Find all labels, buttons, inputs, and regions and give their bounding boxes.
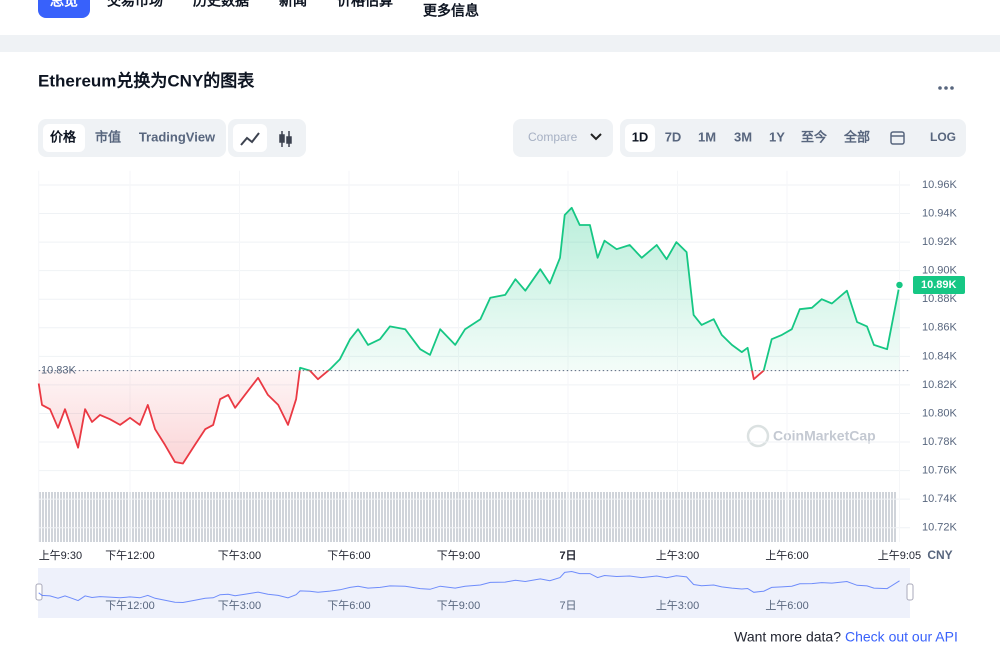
current-dot <box>894 280 905 290</box>
x-tick-label: 下午12:00 <box>105 549 155 562</box>
nav-x-label: 下午3:00 <box>218 599 261 612</box>
line-icon <box>240 132 260 146</box>
x-tick-label: 上午9:30 <box>39 549 82 562</box>
compare-bg[interactable] <box>513 119 613 157</box>
active-tab-bg <box>38 0 90 18</box>
navigator-line <box>38 570 900 604</box>
y-tick-label: 10.72K <box>922 522 958 534</box>
y-tick-label: 10.96K <box>922 179 958 191</box>
log-toggle[interactable]: LOG <box>930 130 956 144</box>
y-tick-label: 10.90K <box>922 265 958 277</box>
price-area <box>38 207 900 464</box>
x-tick-label: 7日 <box>559 549 576 562</box>
x-tick-label: 上午9:05 <box>878 549 921 562</box>
y-tick-label: 10.86K <box>922 322 958 334</box>
nav-tab[interactable]: 总览 <box>50 0 78 9</box>
y-tick-label: 10.88K <box>922 293 958 305</box>
line-toggle[interactable] <box>233 124 267 152</box>
nav-x-label: 上午3:00 <box>656 599 699 612</box>
x-tick-label: 下午6:00 <box>327 549 370 562</box>
page-band <box>0 35 1000 52</box>
nav-tab[interactable]: 历史数据 <box>193 0 249 9</box>
baseline-label: 10.83K <box>41 365 77 377</box>
currency: CNY <box>927 548 952 562</box>
view-tab[interactable]: 市值 <box>95 129 121 144</box>
volume-band <box>38 492 896 542</box>
x-tick-label: 上午6:00 <box>765 549 808 562</box>
y-tick-label: 10.80K <box>922 407 958 419</box>
nav-x-label: 下午12:00 <box>105 599 155 612</box>
nav-tab[interactable]: 价格估算 <box>337 0 393 9</box>
price-line <box>37 206 901 465</box>
view-tab[interactable]: TradingView <box>139 129 216 144</box>
chevron <box>590 133 602 141</box>
watermark-logo <box>746 424 770 448</box>
y-tick-label: 10.78K <box>922 436 958 448</box>
x-tick-label: 下午9:00 <box>437 549 480 562</box>
nav-x-label: 下午6:00 <box>327 599 370 612</box>
nav-x-label: 下午9:00 <box>437 599 480 612</box>
view-tabs-bg <box>38 119 226 157</box>
y-tick-label: 10.84K <box>922 350 958 362</box>
y-tick-label: 10.94K <box>922 207 958 219</box>
footer-text: Want more data? <box>734 629 841 645</box>
range-tab[interactable]: 7D <box>665 129 682 144</box>
nav-tab[interactable]: 更多信息 <box>423 3 479 19</box>
y-tick-label: 10.92K <box>922 236 958 248</box>
range-tab[interactable]: 1Y <box>769 129 785 144</box>
nav-handle-right[interactable] <box>906 583 914 601</box>
calendar-icon[interactable] <box>890 131 905 145</box>
view-tab[interactable]: 价格 <box>50 129 77 144</box>
candle-icon[interactable] <box>279 131 292 147</box>
nav-x-label: 7日 <box>559 600 576 612</box>
navigator-bg <box>38 568 910 618</box>
x-tick-label: 上午3:00 <box>656 549 699 562</box>
nav-handle-left[interactable] <box>35 583 43 601</box>
current-badge <box>913 275 965 294</box>
nav-x-label: 上午6:00 <box>765 599 808 612</box>
compare[interactable]: Compare <box>528 130 578 144</box>
api-link[interactable]: Check out our API <box>845 629 958 645</box>
nav-tab[interactable]: 交易市场 <box>107 0 163 9</box>
range-tab[interactable]: 全部 <box>843 129 870 144</box>
chart-title: Ethereum兑换为CNY的图表 <box>38 70 255 90</box>
range-tab[interactable]: 至今 <box>801 129 828 144</box>
y-tick-label: 10.76K <box>922 465 958 477</box>
range-bg <box>620 119 966 157</box>
range-tab[interactable]: 1D <box>632 129 649 144</box>
range-active <box>625 124 655 152</box>
nav-tab[interactable]: 新闻 <box>279 0 307 9</box>
more-menu[interactable] <box>938 86 954 90</box>
range-tab[interactable]: 3M <box>734 129 752 144</box>
x-tick-label: 下午3:00 <box>218 549 261 562</box>
current-label: 10.89K <box>921 279 957 291</box>
watermark: CoinMarketCap <box>773 428 876 444</box>
range-tab[interactable]: 1M <box>698 129 716 144</box>
view-tab-active <box>43 124 85 152</box>
y-tick-label: 10.74K <box>922 493 958 505</box>
y-tick-label: 10.82K <box>922 379 958 391</box>
